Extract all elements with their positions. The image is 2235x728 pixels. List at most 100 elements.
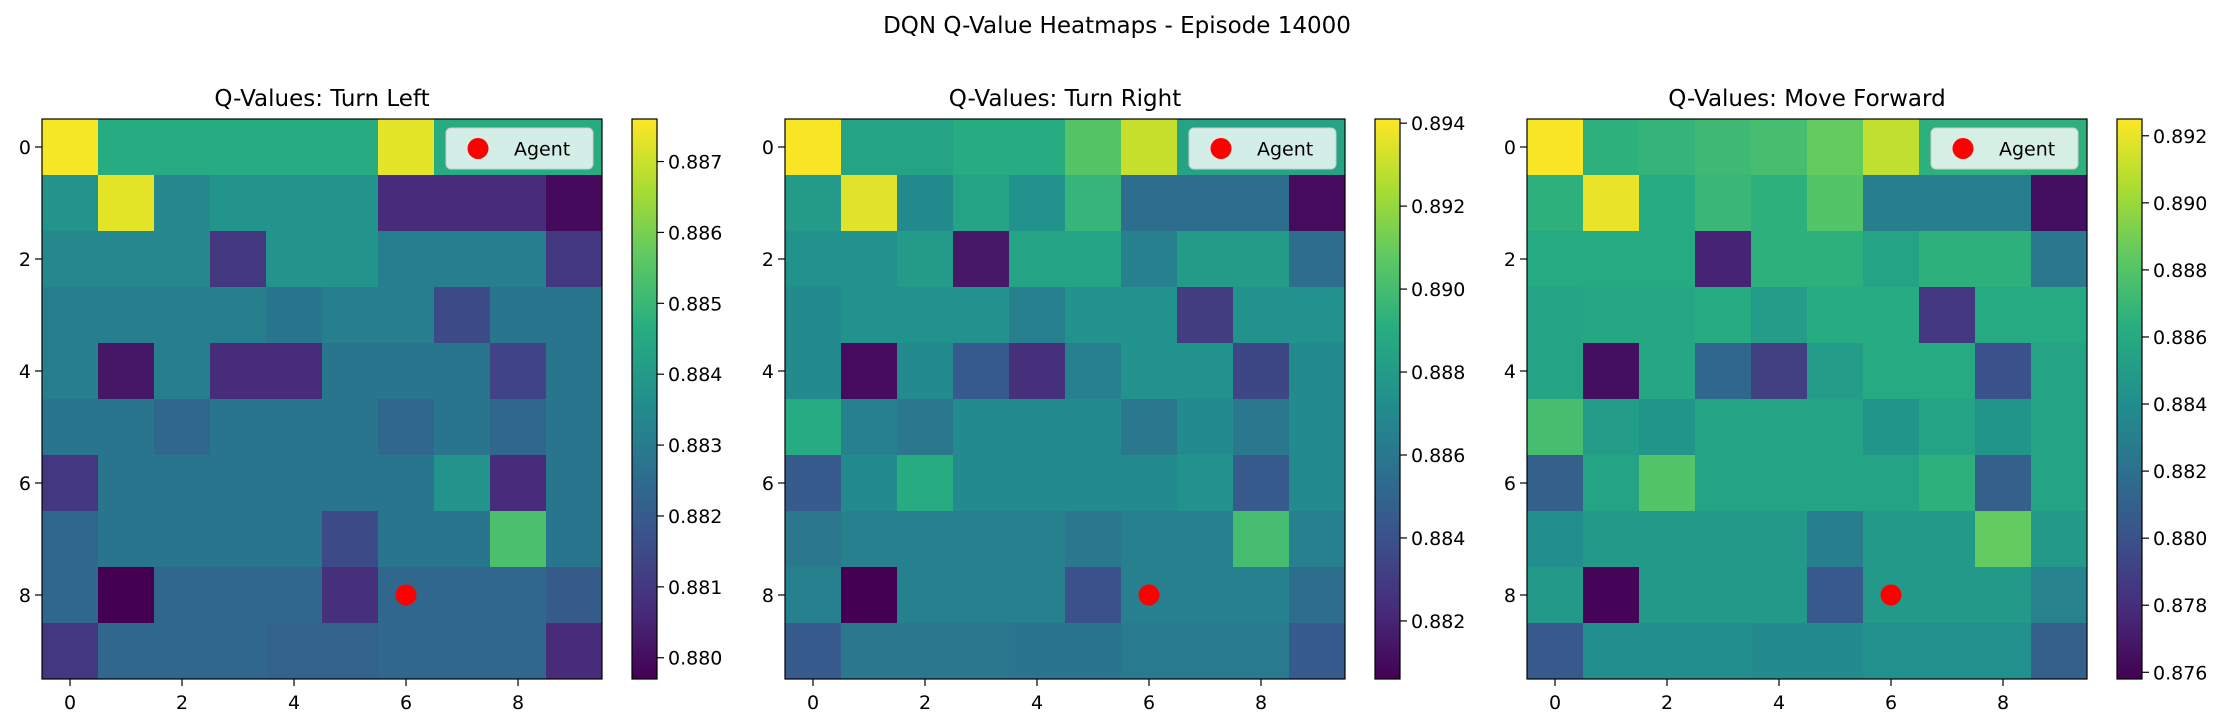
heatmap-cell xyxy=(42,623,99,680)
heatmap-cell xyxy=(2031,455,2088,512)
heatmap-cell xyxy=(1919,231,1976,288)
heatmap-cell xyxy=(1009,119,1066,176)
legend-marker xyxy=(467,138,489,159)
y-tick-label: 6 xyxy=(19,473,31,495)
heatmap-cell xyxy=(953,231,1010,288)
heatmap-cell xyxy=(154,287,211,344)
heatmap-cell xyxy=(154,175,211,232)
x-tick-label: 0 xyxy=(807,692,819,714)
heatmap-cell xyxy=(1695,119,1752,176)
heatmap-cell xyxy=(1583,399,1640,456)
heatmap-cell xyxy=(434,623,491,680)
heatmap-cell xyxy=(1975,175,2032,232)
heatmap-cell xyxy=(1639,231,1696,288)
figure-title: DQN Q-Value Heatmaps - Episode 14000 xyxy=(883,13,1351,39)
heatmap-cell xyxy=(1289,231,1346,288)
heatmap-cell xyxy=(1807,231,1864,288)
heatmap-cell xyxy=(1177,287,1234,344)
colorbar-tick-label: 0.894 xyxy=(1411,113,1465,135)
heatmap-cell xyxy=(1009,343,1066,400)
heatmap-cell xyxy=(42,511,99,568)
axes-frame xyxy=(1526,118,2088,680)
heatmap-cell xyxy=(322,567,379,624)
heatmap-cell xyxy=(1695,343,1752,400)
heatmap-cell xyxy=(210,511,267,568)
heatmap-cell xyxy=(841,343,898,400)
heatmap-cell xyxy=(210,567,267,624)
heatmap-cell xyxy=(2031,231,2088,288)
heatmap-cell xyxy=(434,511,491,568)
x-tick-label: 2 xyxy=(176,692,188,714)
heatmap-cell xyxy=(1527,287,1584,344)
heatmap-cell xyxy=(1527,567,1584,624)
heatmap-cell xyxy=(1975,399,2032,456)
heatmap-cell xyxy=(1583,287,1640,344)
heatmap-cell xyxy=(1583,511,1640,568)
heatmap-cell xyxy=(1527,511,1584,568)
colorbar-tick-label: 0.883 xyxy=(668,435,722,457)
heatmap-cell xyxy=(1751,399,1808,456)
heatmap-cell xyxy=(2031,287,2088,344)
heatmap-cell xyxy=(1975,623,2032,680)
heatmap-cell xyxy=(1065,623,1122,680)
heatmap-cell xyxy=(1919,287,1976,344)
heatmap-cell xyxy=(42,455,99,512)
heatmap-cell xyxy=(1289,175,1346,232)
heatmap-cell xyxy=(1065,399,1122,456)
heatmap-cell xyxy=(1527,175,1584,232)
heatmap-cell xyxy=(1289,567,1346,624)
heatmap-cell xyxy=(1807,399,1864,456)
heatmap-cell xyxy=(2031,399,2088,456)
heatmap-cell xyxy=(154,119,211,176)
colorbar-tick-label: 0.881 xyxy=(668,577,722,599)
heatmap-cell xyxy=(1177,175,1234,232)
heatmap-cells xyxy=(42,119,603,680)
heatmap-cell xyxy=(98,287,155,344)
heatmap-cell xyxy=(1583,175,1640,232)
heatmap-cell xyxy=(98,175,155,232)
x-tick-label: 4 xyxy=(288,692,300,714)
heatmap-cell xyxy=(322,119,379,176)
heatmap-cell xyxy=(1009,567,1066,624)
colorbar-tick-label: 0.888 xyxy=(1411,362,1465,384)
colorbar-tick-label: 0.884 xyxy=(2153,394,2207,416)
heatmap-cell xyxy=(1807,287,1864,344)
heatmap-cell xyxy=(953,343,1010,400)
heatmap-cell xyxy=(785,399,842,456)
heatmap-cell xyxy=(1527,231,1584,288)
x-tick-label: 4 xyxy=(1773,692,1785,714)
heatmap-panels: Q-Values: Turn Left 0 2 4 6 8 0 2 4 6 8 Agent 0.880 0… xyxy=(19,86,2208,714)
heatmap-cell xyxy=(1863,343,1920,400)
y-tick-label: 8 xyxy=(1504,585,1516,607)
heatmap-cell xyxy=(841,175,898,232)
heatmap-cell xyxy=(953,399,1010,456)
heatmap-cell xyxy=(1177,231,1234,288)
heatmap-cell xyxy=(1975,287,2032,344)
heatmap-cell xyxy=(378,175,435,232)
colorbar-frame xyxy=(1374,118,1401,680)
colorbar-tick-label: 0.882 xyxy=(668,506,722,528)
heatmap-cell xyxy=(546,455,603,512)
legend: Agent xyxy=(1930,127,2079,170)
heatmap-cell xyxy=(1863,623,1920,680)
colorbar-tick-label: 0.878 xyxy=(2153,595,2207,617)
heatmap-cell xyxy=(210,623,267,680)
heatmap-cell xyxy=(1583,567,1640,624)
heatmap-cell xyxy=(434,175,491,232)
heatmap-cell xyxy=(1807,623,1864,680)
heatmap-cell xyxy=(490,231,547,288)
heatmap-cell xyxy=(1975,567,2032,624)
heatmap-cell xyxy=(266,455,323,512)
legend: Agent xyxy=(1188,127,1337,170)
heatmap-cell xyxy=(98,343,155,400)
heatmap-cell xyxy=(98,119,155,176)
heatmap-cell xyxy=(266,119,323,176)
heatmap-cell xyxy=(42,119,99,176)
heatmap-cell xyxy=(1177,511,1234,568)
heatmap-cell xyxy=(785,175,842,232)
heatmap-cell xyxy=(490,399,547,456)
heatmap-cell xyxy=(1975,455,2032,512)
heatmap-cell xyxy=(210,231,267,288)
heatmap-cell xyxy=(1527,119,1584,176)
y-tick-label: 2 xyxy=(19,249,31,271)
